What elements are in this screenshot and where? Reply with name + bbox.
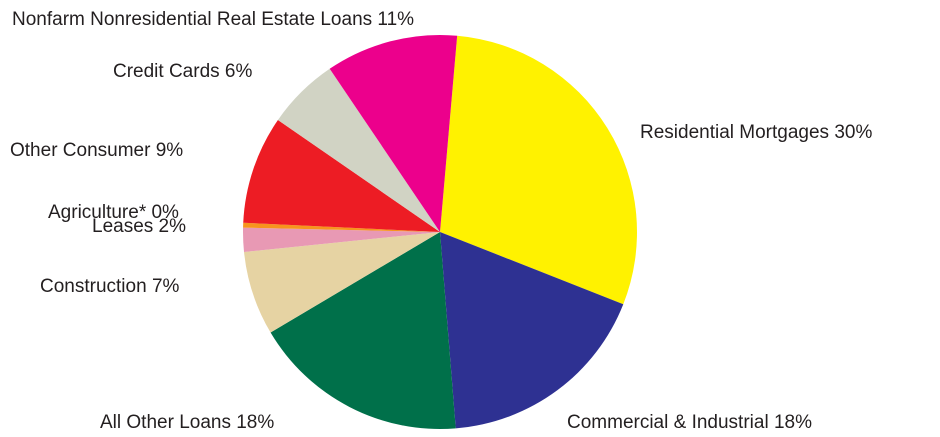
pie-slices [243, 35, 637, 430]
label-agriculture: Agriculture* 0% [48, 202, 179, 223]
label-construction: Construction 7% [40, 276, 180, 297]
pie-slice-residential-mortgages [440, 35, 637, 305]
label-credit-cards: Credit Cards 6% [113, 61, 252, 82]
label-all-other-loans: All Other Loans 18% [100, 412, 274, 433]
pie-slice-leases [243, 227, 440, 253]
pie-slice-credit-cards [277, 68, 440, 232]
pie-slice-nonfarm-nonresidential-real-estate-loans [329, 35, 458, 232]
pie-slice-construction [244, 232, 440, 333]
label-leases: Leases 2% [92, 216, 186, 237]
label-nonfarm-nonresidential: Nonfarm Nonresidential Real Estate Loans… [12, 9, 414, 30]
label-residential-mortgages: Residential Mortgages 30% [640, 122, 872, 143]
label-other-consumer: Other Consumer 9% [10, 140, 183, 161]
slice-labels: Residential Mortgages 30% Commercial & I… [10, 9, 872, 433]
pie-slice-other-consumer [243, 120, 440, 232]
pie-slice-commercial-industrial [440, 232, 624, 429]
label-commercial-industrial: Commercial & Industrial 18% [567, 412, 812, 433]
pie-slice-all-other-loans [270, 232, 456, 430]
pie-slice-agriculture [243, 222, 440, 232]
